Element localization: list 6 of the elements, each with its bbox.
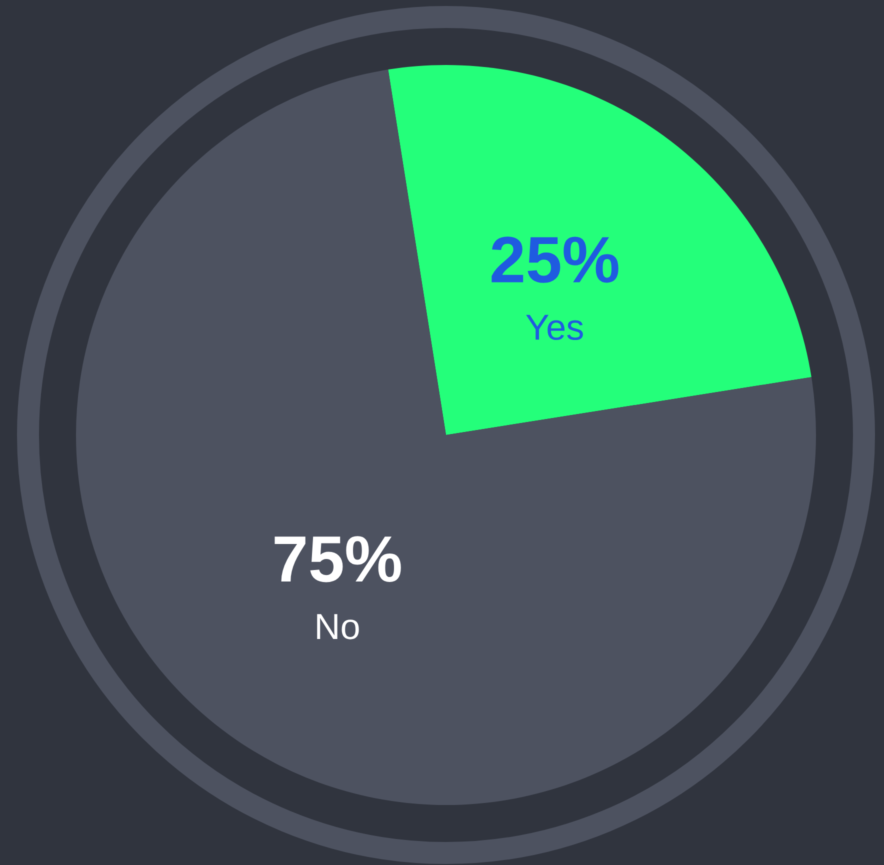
data-label: 25% [492,236,618,283]
slice-label: Yes [526,314,583,340]
pie-slice [388,65,812,435]
pie-slice [76,70,816,805]
data-label: 75% [274,536,401,582]
slice-label: No [317,614,359,640]
